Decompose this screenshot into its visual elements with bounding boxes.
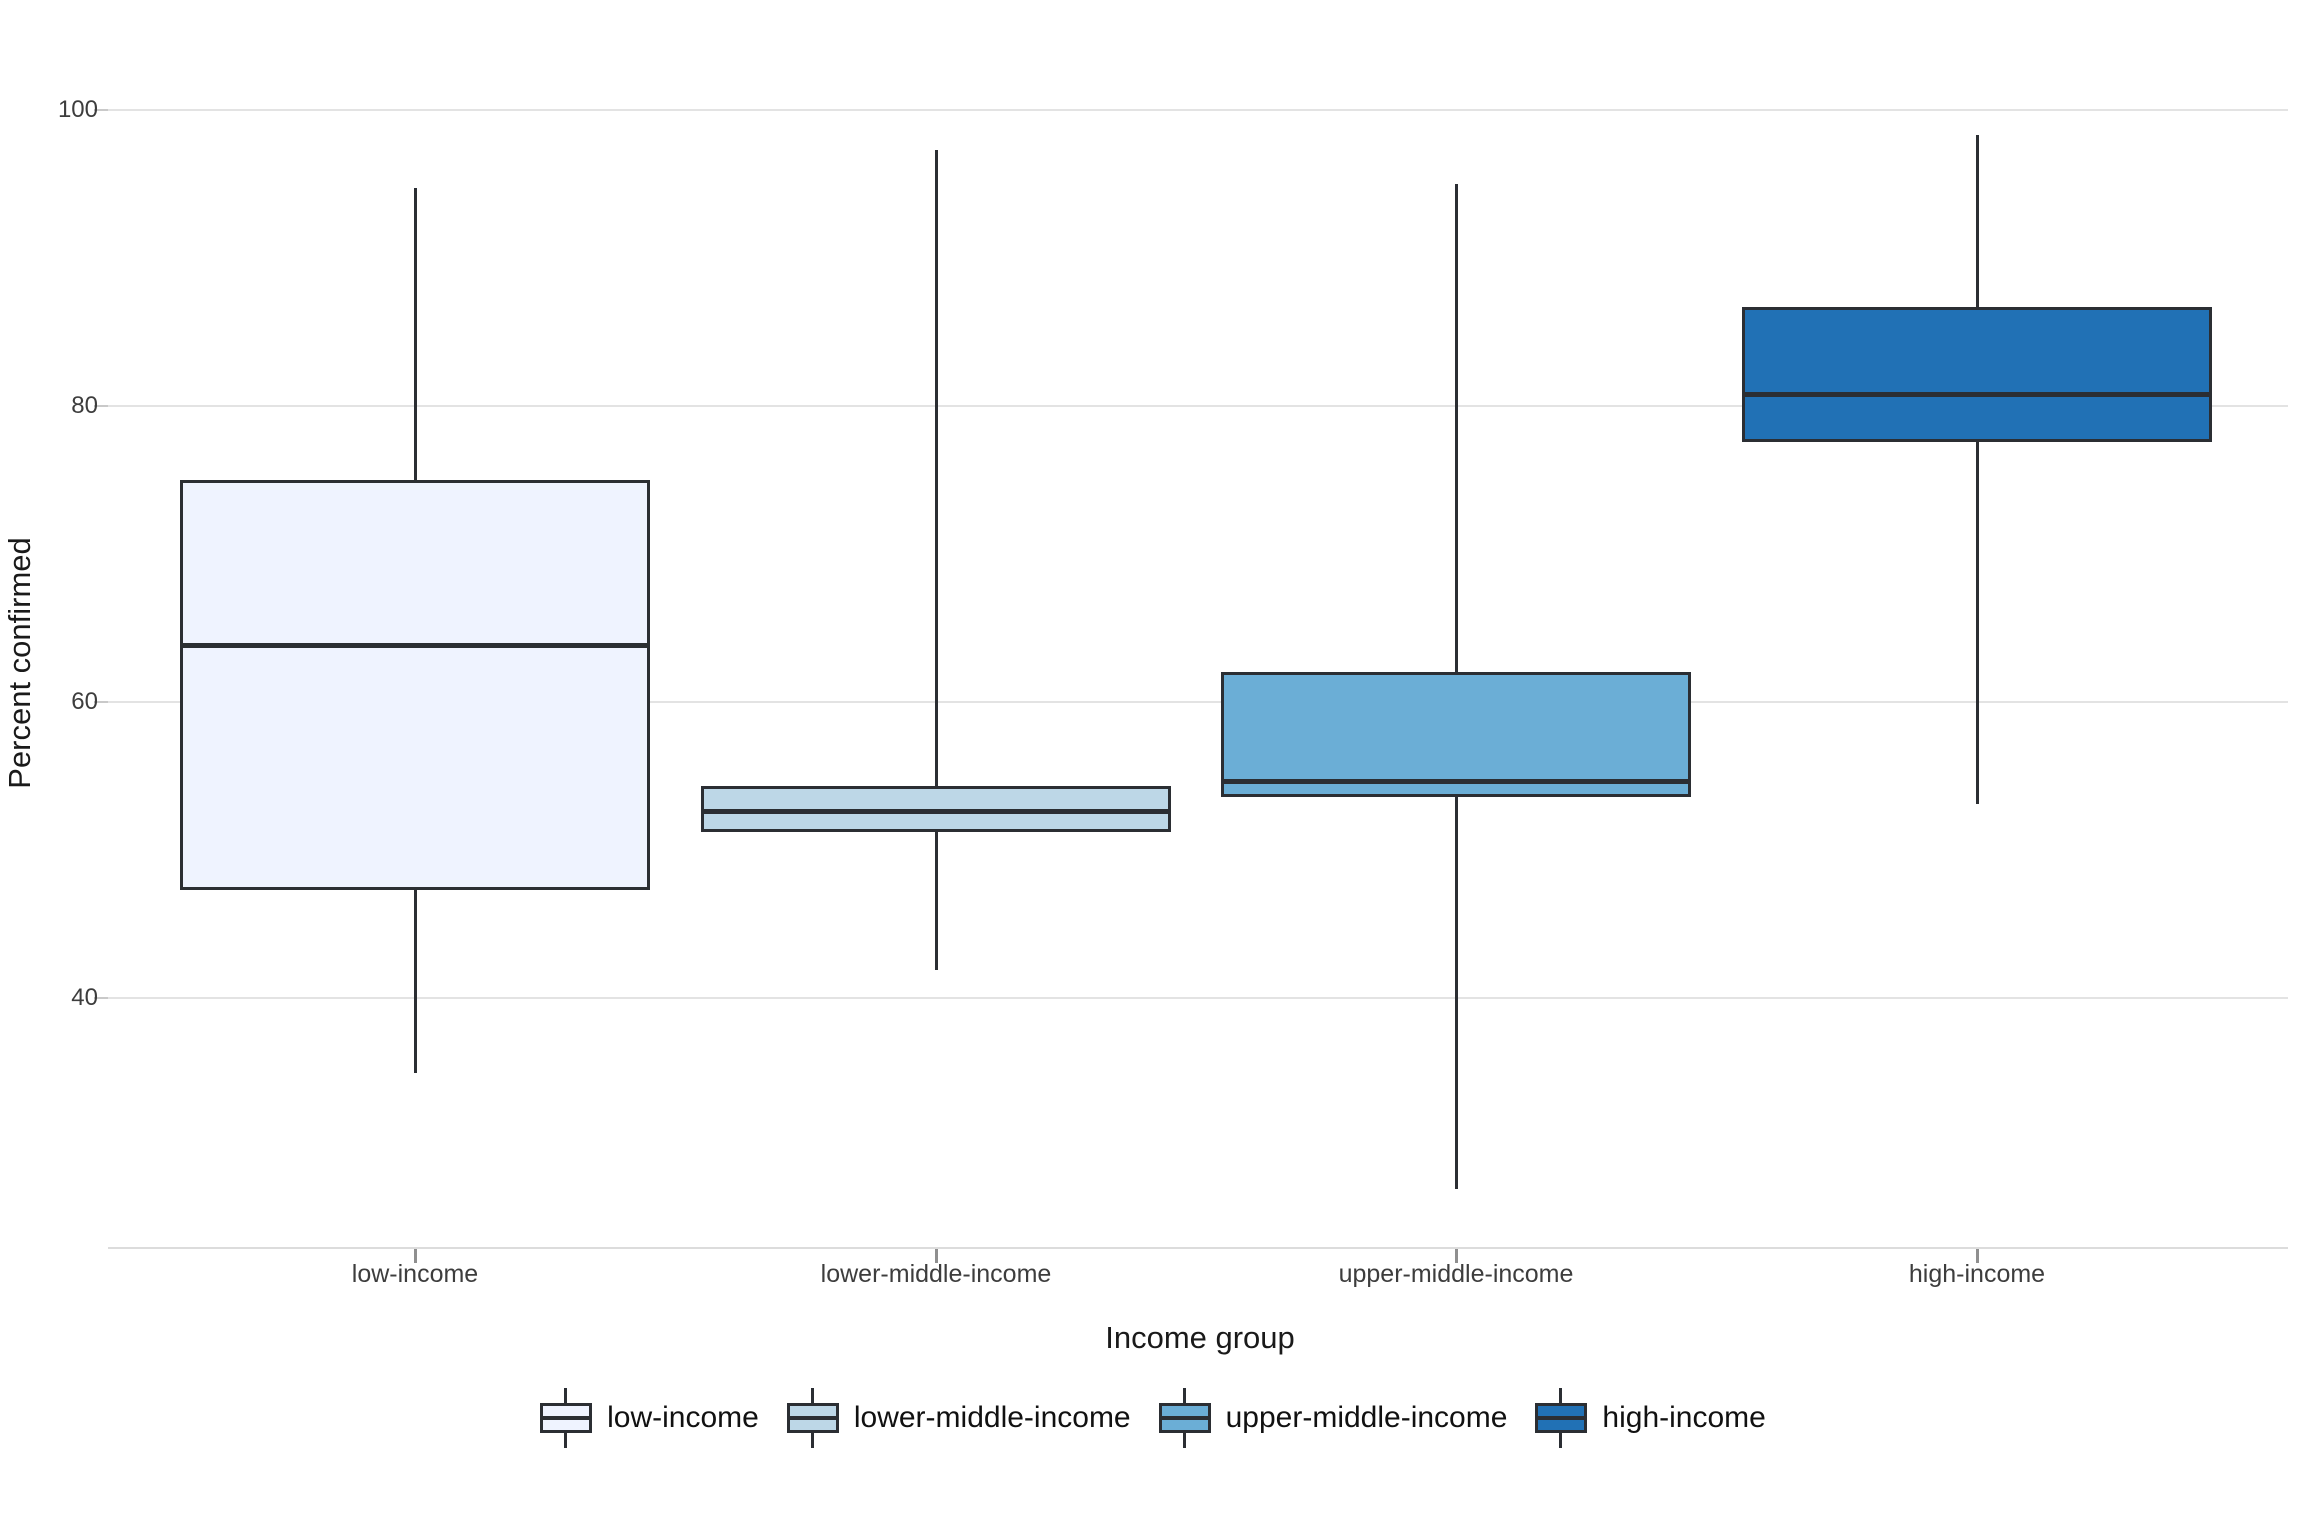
legend-item-upper-middle-income: upper-middle-income [1157,1388,1508,1448]
median-line-low-income [180,643,650,649]
x-tick-label-upper-middle-income: upper-middle-income [1338,1260,1574,1288]
gridline-40 [108,997,2288,999]
boxplot-key-icon [538,1388,594,1448]
boxplot-key-icon [785,1388,841,1448]
whisker-upper-lower-middle-income [935,149,938,787]
y-tick-mark [94,405,108,407]
whisker-lower-high-income [1976,441,1979,805]
gridline-80 [108,405,2288,407]
y-tick-mark [94,109,108,111]
boxplot-key-icon [1533,1388,1589,1448]
legend-label: high-income [1602,1401,1766,1434]
whisker-upper-high-income [1976,135,1979,307]
whisker-upper-low-income [414,188,417,480]
whisker-lower-upper-middle-income [1455,796,1458,1189]
whisker-upper-upper-middle-income [1455,184,1458,673]
x-tick-label-low-income: low-income [351,1260,479,1288]
whisker-lower-low-income [414,889,417,1074]
y-tick-label-60: 60 [71,688,98,715]
legend-item-low-income: low-income [538,1388,759,1448]
legend-item-high-income: high-income [1533,1388,1766,1448]
x-tick-mark [935,1249,938,1263]
x-tick-label-lower-middle-income: lower-middle-income [820,1260,1052,1288]
median-line-high-income [1742,391,2212,397]
y-tick-label-40: 40 [71,984,98,1011]
legend-label: low-income [607,1401,759,1434]
box-low-income [180,480,650,890]
whisker-lower-lower-middle-income [935,832,938,970]
y-tick-mark [94,701,108,703]
x-tick-mark [414,1249,417,1263]
gridline-60 [108,701,2288,703]
median-line-lower-middle-income [701,809,1171,815]
box-high-income [1742,306,2212,442]
x-tick-mark [1976,1249,1979,1263]
y-tick-mark [94,997,108,999]
x-tick-mark [1455,1249,1458,1263]
box-upper-middle-income [1221,672,1691,797]
boxplot-key-icon [1157,1388,1213,1448]
legend-item-lower-middle-income: lower-middle-income [785,1388,1131,1448]
x-tick-label-high-income: high-income [1908,1260,2046,1288]
median-line-upper-middle-income [1221,779,1691,785]
x-axis-title: Income group [1105,1320,1295,1355]
legend-label: upper-middle-income [1225,1401,1508,1434]
gridline-100 [108,109,2288,111]
legend-label: lower-middle-income [853,1401,1131,1434]
x-axis-line [108,1247,2288,1249]
y-axis-title: Percent confirmed [2,537,37,789]
y-tick-label-80: 80 [71,392,98,419]
legend: low-income lower-middle-income upper-mid… [0,1388,2304,1448]
y-tick-label-100: 100 [57,96,98,123]
